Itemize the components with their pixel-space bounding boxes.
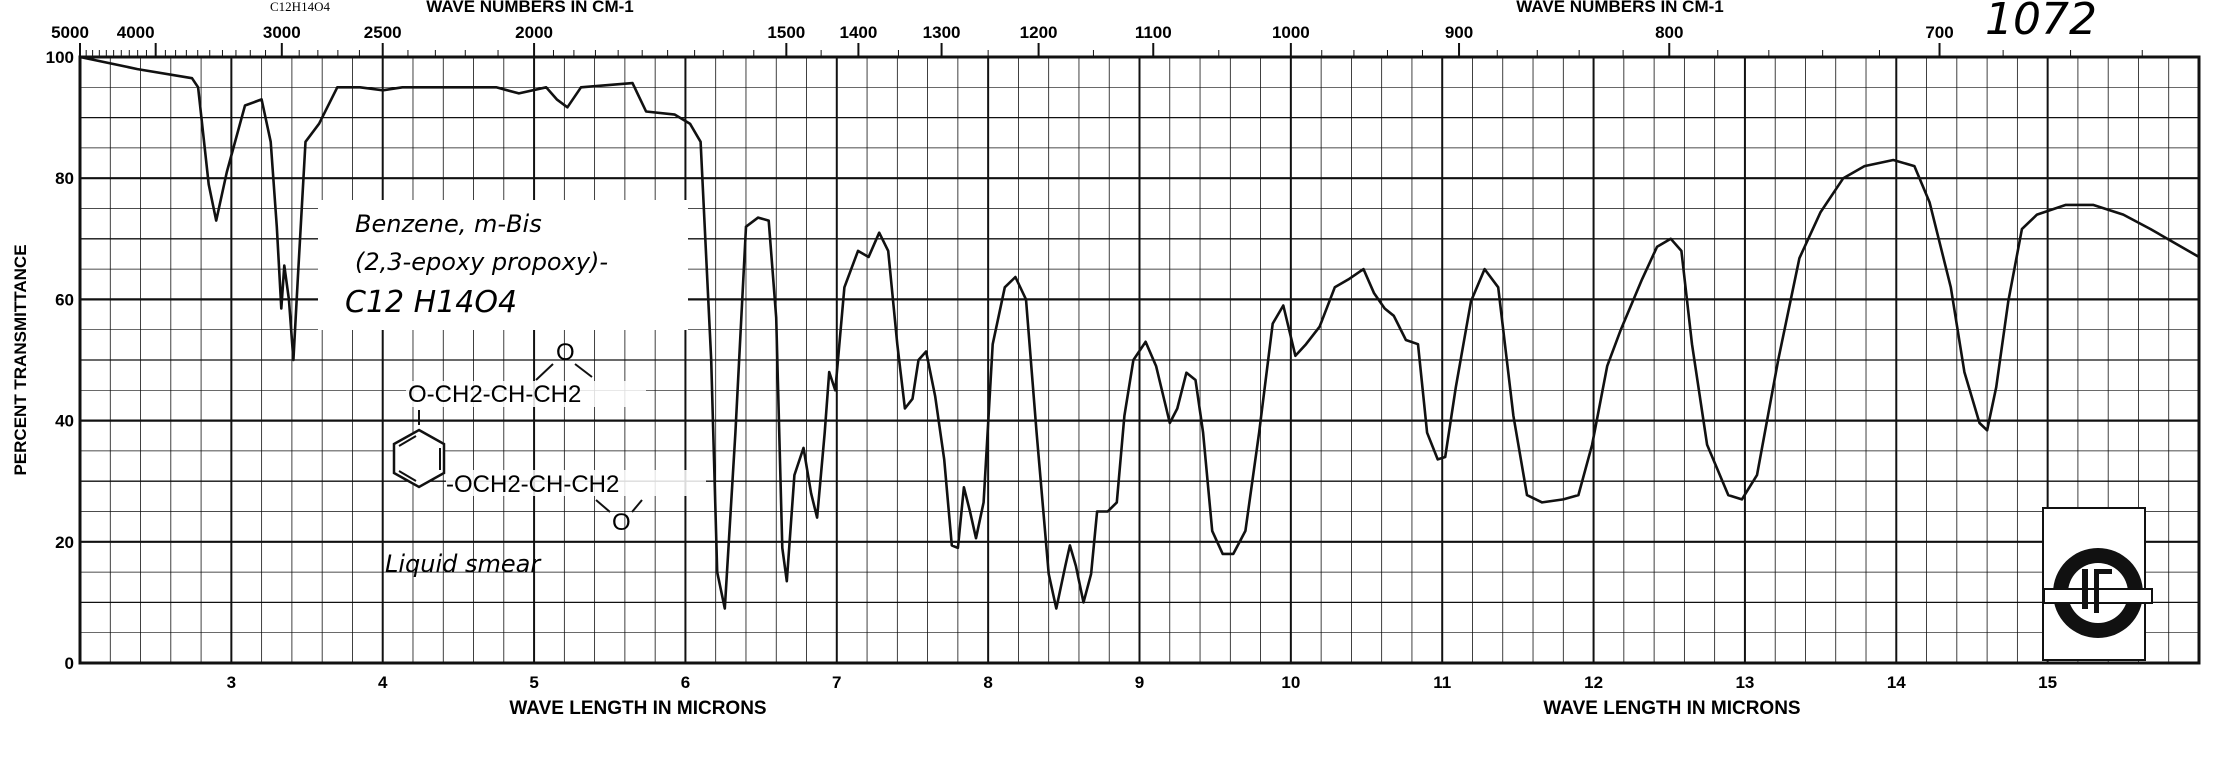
x-tick-label: 4 (378, 673, 388, 692)
sample-note: Liquid smear (385, 550, 542, 578)
top-tick-label: 1200 (1020, 23, 1058, 42)
x-tick-label: 7 (832, 673, 841, 692)
x-tick-label: 14 (1887, 673, 1906, 692)
top-tick-label: 2000 (515, 23, 553, 42)
x-axis-title-left: WAVE LENGTH IN MICRONS (509, 698, 766, 719)
y-tick-label: 40 (55, 412, 74, 431)
annotation-line2: (2,3-epoxy propoxy)- (355, 248, 608, 276)
tick-labels: 5000 4000 3000 2500 2000 1500 1400 1300 1200 1100… (46, 23, 2143, 692)
structure-top-text: O-CH2-CH-CH2 (408, 381, 581, 408)
x-axis-title-right: WAVE LENGTH IN MICRONS (1543, 698, 1800, 719)
x-tick-label: 3 (227, 673, 236, 692)
x-tick-label: 13 (1735, 673, 1754, 692)
top-tick-label: 4000 (117, 23, 155, 42)
top-axis-title-right: WAVE NUMBERS IN CM-1 (1516, 0, 1723, 16)
x-tick-label: 6 (681, 673, 690, 692)
y-tick-label: 80 (55, 169, 74, 188)
x-tick-label: 8 (983, 673, 992, 692)
x-tick-label: 9 (1135, 673, 1144, 692)
x-tick-label: 10 (1281, 673, 1300, 692)
epoxide-o-top: O (556, 339, 575, 366)
top-tick-label: 1400 (839, 23, 877, 42)
top-tick-label: 800 (1655, 23, 1683, 42)
plot-frame (78, 55, 2201, 665)
x-tick-label: 5 (529, 673, 538, 692)
top-axis-title-left: WAVE NUMBERS IN CM-1 (426, 0, 633, 16)
publisher-seal (2042, 507, 2153, 661)
y-tick-label: 0 (65, 654, 74, 673)
x-tick-label: 11 (1433, 673, 1451, 692)
epoxide-o-bottom: O (612, 509, 631, 536)
y-tick-label: 20 (55, 533, 74, 552)
y-tick-label: 100 (46, 48, 74, 67)
catalog-number: 1072 (1985, 0, 2097, 45)
annotation-box: Benzene, m-Bis (2,3-epoxy propoxy)- C12 … (318, 200, 688, 330)
spectrum-line (79, 55, 2200, 610)
y-axis-title: PERCENT TRANSMITTANCE (11, 244, 30, 475)
top-tick-label: 900 (1445, 23, 1473, 42)
top-tick-label: 1100 (1135, 23, 1172, 42)
structure-bottom: -OCH2-CH-CH2 (446, 471, 619, 498)
formula-header: C12H14O4 (270, 0, 330, 14)
top-tick-label: 700 (1925, 23, 1953, 42)
top-tick-label: 2500 (364, 23, 402, 42)
y-tick-label: 60 (55, 290, 74, 309)
top-tick-label: 1000 (1272, 23, 1310, 42)
top-tick-label: 1300 (923, 23, 961, 42)
spectrum-series (79, 55, 2200, 610)
x-tick-label: 12 (1584, 673, 1603, 692)
annotation-line1: Benzene, m-Bis (355, 210, 542, 238)
annotation-formula: C12 H14O4 (345, 285, 517, 320)
top-tick-label: 1500 (767, 23, 805, 42)
top-tick-label: 5000 (51, 23, 89, 42)
top-tick-label: 3000 (263, 23, 301, 42)
x-tick-label: 15 (2038, 673, 2057, 692)
structure-drawing: O-CH2-CH-CH2 O -OCH2-CH-CH2 O Liquid sme… (385, 339, 706, 578)
